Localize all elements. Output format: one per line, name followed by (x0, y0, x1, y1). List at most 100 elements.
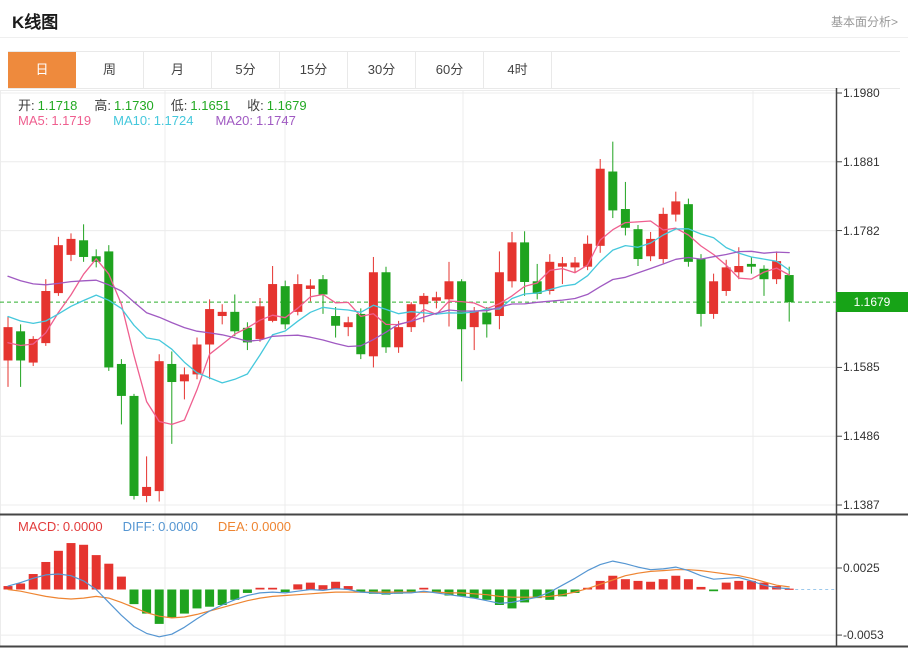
candle (683, 204, 693, 262)
fundamental-analysis-link[interactable]: 基本面分析> (830, 15, 898, 29)
macd-hist-bar (268, 587, 278, 590)
price-tick-label: 1.1782 (843, 223, 880, 238)
macd-hist-bar (104, 563, 114, 590)
macd-hist-bar (431, 589, 441, 593)
candle (608, 171, 618, 211)
candle (431, 297, 441, 301)
candle (53, 245, 63, 294)
page-title: K线图 (12, 13, 59, 32)
candle (469, 311, 479, 328)
candle (709, 281, 719, 314)
candle (620, 209, 630, 228)
macd-hist-bar (545, 589, 555, 600)
candle (129, 395, 139, 496)
candle (167, 363, 177, 383)
candle (658, 213, 668, 260)
macd-hist-bar (167, 589, 177, 618)
macd-hist-bar (53, 550, 63, 590)
candle (331, 316, 341, 326)
macd-hist-bar (658, 579, 668, 590)
ma10-line (7, 228, 790, 384)
candle (482, 312, 492, 325)
candle (507, 242, 517, 282)
candle (217, 311, 227, 317)
macd-hist-bar (696, 586, 706, 590)
timeframe-tabbar: 日周月 5分 15分 30分 60分 4时 (8, 51, 900, 89)
candle (255, 306, 265, 339)
macd-hist-bar (331, 581, 341, 590)
candle (66, 238, 76, 255)
candle (116, 363, 126, 396)
price-tick-label: 1.1486 (843, 429, 880, 444)
legend-item: MA20: 1.1747 (215, 113, 296, 128)
candle (242, 327, 252, 343)
candle (545, 261, 555, 292)
tab-日[interactable]: 日 (8, 52, 76, 88)
macd-hist-bar (255, 587, 265, 590)
tab-30分[interactable]: 30分 (348, 52, 416, 88)
legend-item: 收: 1.1679 (247, 98, 307, 113)
candle (268, 284, 278, 321)
macd-hist-bar (3, 586, 13, 590)
macd-hist-bar (230, 589, 240, 600)
current-price-tag: 1.1679 (836, 292, 908, 313)
price-tick-label: 1.1585 (843, 360, 880, 375)
macd-hist-bar (570, 589, 580, 593)
macd-tick-label: -0.0053 (843, 628, 884, 643)
candle (746, 263, 756, 267)
candle (104, 251, 114, 368)
legend-item: DEA: 0.0000 (217, 519, 292, 534)
candle (356, 313, 366, 355)
tab-15分[interactable]: 15分 (280, 52, 348, 88)
candle (633, 229, 643, 260)
candle (179, 374, 189, 382)
tab-周[interactable]: 周 (76, 52, 144, 88)
macd-hist-bar (280, 589, 290, 593)
macd-hist-bar (532, 589, 542, 599)
candle (570, 262, 580, 268)
macd-hist-bar (16, 583, 26, 590)
macd-hist-bar (179, 589, 189, 614)
price-tick-label: 1.1387 (843, 497, 880, 512)
candle (305, 285, 315, 289)
tab-5分[interactable]: 5分 (212, 52, 280, 88)
candle (41, 291, 51, 344)
macd-hist-bar (608, 575, 618, 590)
candle (646, 238, 656, 257)
candle (784, 275, 794, 303)
candle (318, 279, 328, 295)
candle (583, 243, 593, 267)
macd-hist-bar (746, 580, 756, 590)
candle (457, 281, 467, 330)
candle (293, 284, 303, 312)
candle (494, 272, 504, 317)
legend-item: 开: 1.1718 (18, 98, 78, 113)
macd-hist-bar (91, 555, 101, 590)
ma-legend: MA5: 1.1719 MA10: 1.1724 MA20: 1.1747 (18, 113, 296, 128)
tab-4时[interactable]: 4时 (484, 52, 552, 88)
macd-hist-bar (520, 589, 530, 603)
macd-hist-bar (507, 589, 517, 609)
tab-月[interactable]: 月 (144, 52, 212, 88)
candle (343, 322, 353, 328)
legend-item: DIFF: 0.0000 (122, 519, 198, 534)
candle (696, 259, 706, 314)
macd-hist-bar (318, 585, 328, 590)
candle (79, 240, 89, 257)
candle (721, 267, 731, 292)
macd-legend: MACD: 0.0000 DIFF: 0.0000 DEA: 0.0000 (18, 519, 291, 534)
price-tick-label: 1.1881 (843, 154, 880, 169)
macd-hist-bar (633, 580, 643, 590)
legend-item: MA10: 1.1724 (113, 113, 194, 128)
candle (734, 265, 744, 273)
candle (192, 344, 202, 375)
macd-hist-bar (242, 589, 252, 593)
tab-60分[interactable]: 60分 (416, 52, 484, 88)
ma20-line (7, 250, 790, 348)
candle (280, 286, 290, 325)
candle (406, 304, 416, 328)
macd-hist-bar (595, 580, 605, 590)
macd-hist-bar (217, 589, 227, 605)
